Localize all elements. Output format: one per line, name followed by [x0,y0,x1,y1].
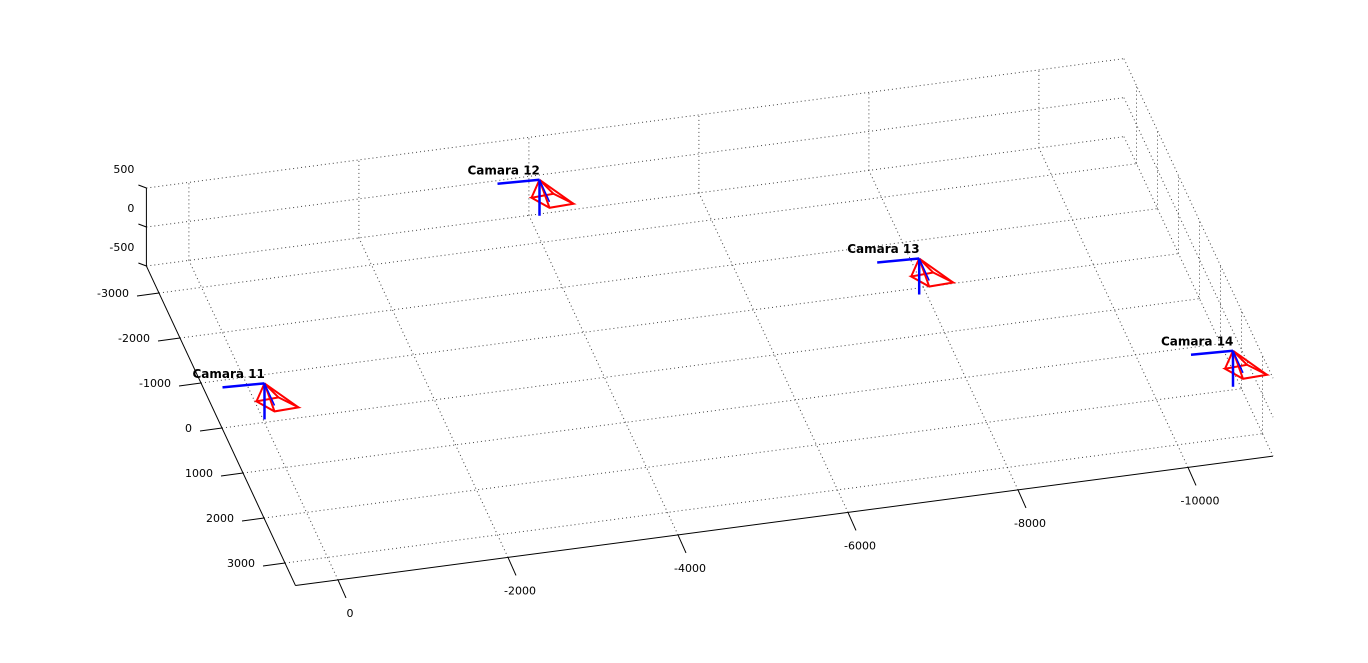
grid-line [358,237,509,558]
grid-line [263,388,1242,519]
y-tick [178,382,202,387]
z-tick [138,184,147,189]
y-axis [145,265,296,586]
grid-line [146,136,1124,267]
x-tick [337,579,347,599]
camera-edge [1232,349,1268,376]
camera-axis [1190,349,1234,357]
y-tick-label: 3000 [227,557,255,570]
y-tick [157,337,181,342]
grid-line [868,170,1019,491]
y-tick-label: 2000 [206,512,234,525]
camera-label: Camara 14 [1161,334,1233,348]
camera-label: Camara 12 [468,163,540,177]
camera-edge [530,179,541,199]
camera-edge [263,382,300,409]
z-tick [138,223,147,228]
camera [1190,349,1271,387]
y-tick [199,427,223,432]
z-tick [138,262,147,267]
camera-edge [255,382,266,402]
camera-label: Camara 13 [847,242,919,256]
grid-line [200,253,1179,384]
z-tick-label: -500 [109,241,134,254]
y-tick [220,472,244,477]
y-tick-label: 1000 [185,467,213,480]
camera-base [908,271,957,288]
grid-line [221,298,1200,429]
grid-line [1123,58,1274,379]
y-tick-label: -1000 [139,377,171,390]
y-tick [241,517,265,522]
grid-line [1123,136,1274,457]
x-tick [677,534,687,554]
grid-line [179,208,1158,339]
grid-line [188,260,339,581]
x-tick-label: -2000 [504,584,536,597]
camera-base [1222,363,1271,380]
x-axis [295,455,1274,587]
x-tick-label: -6000 [844,539,876,552]
x-tick-label: -8000 [1014,517,1046,530]
camera-axis [918,258,930,281]
grid-line [242,343,1221,474]
grid-line [284,433,1263,564]
z-tick-label: 0 [127,202,134,215]
grid-line [1123,97,1274,418]
grid-line [146,58,1124,189]
camera-edge [910,258,921,277]
camera [222,382,302,420]
x-tick [507,557,517,576]
grid-line [698,192,849,513]
y-tick-label: 0 [185,422,192,435]
camera-axis [263,383,276,406]
y-tick-label: -3000 [97,287,129,300]
camera-axis [222,382,265,389]
x-tick [1017,489,1027,509]
grid-line [146,97,1124,228]
x-tick-label: -10000 [1181,494,1220,507]
y-tick [136,292,160,297]
camera-axis [497,178,540,186]
y-tick-label: -2000 [118,332,150,345]
x-tick-label: -4000 [674,562,706,575]
grid-line [158,163,1137,294]
camera [497,178,577,216]
camera-base [253,396,302,413]
camera-axis [877,257,920,264]
camera-edge [1224,350,1234,370]
camera-axis [1232,350,1244,374]
x-tick [1187,467,1197,486]
x-tick [847,512,857,531]
grid-line [1038,147,1189,468]
camera-base [528,192,577,209]
camera [877,257,957,295]
z-tick-label: 500 [113,163,134,176]
camera-edge [918,257,954,284]
camera-edge [538,178,575,205]
y-tick [262,562,286,567]
camera-axis [538,179,551,203]
x-tick-label: 0 [347,607,354,620]
camera-label: Camara 11 [193,367,265,381]
grid-line [528,215,679,536]
